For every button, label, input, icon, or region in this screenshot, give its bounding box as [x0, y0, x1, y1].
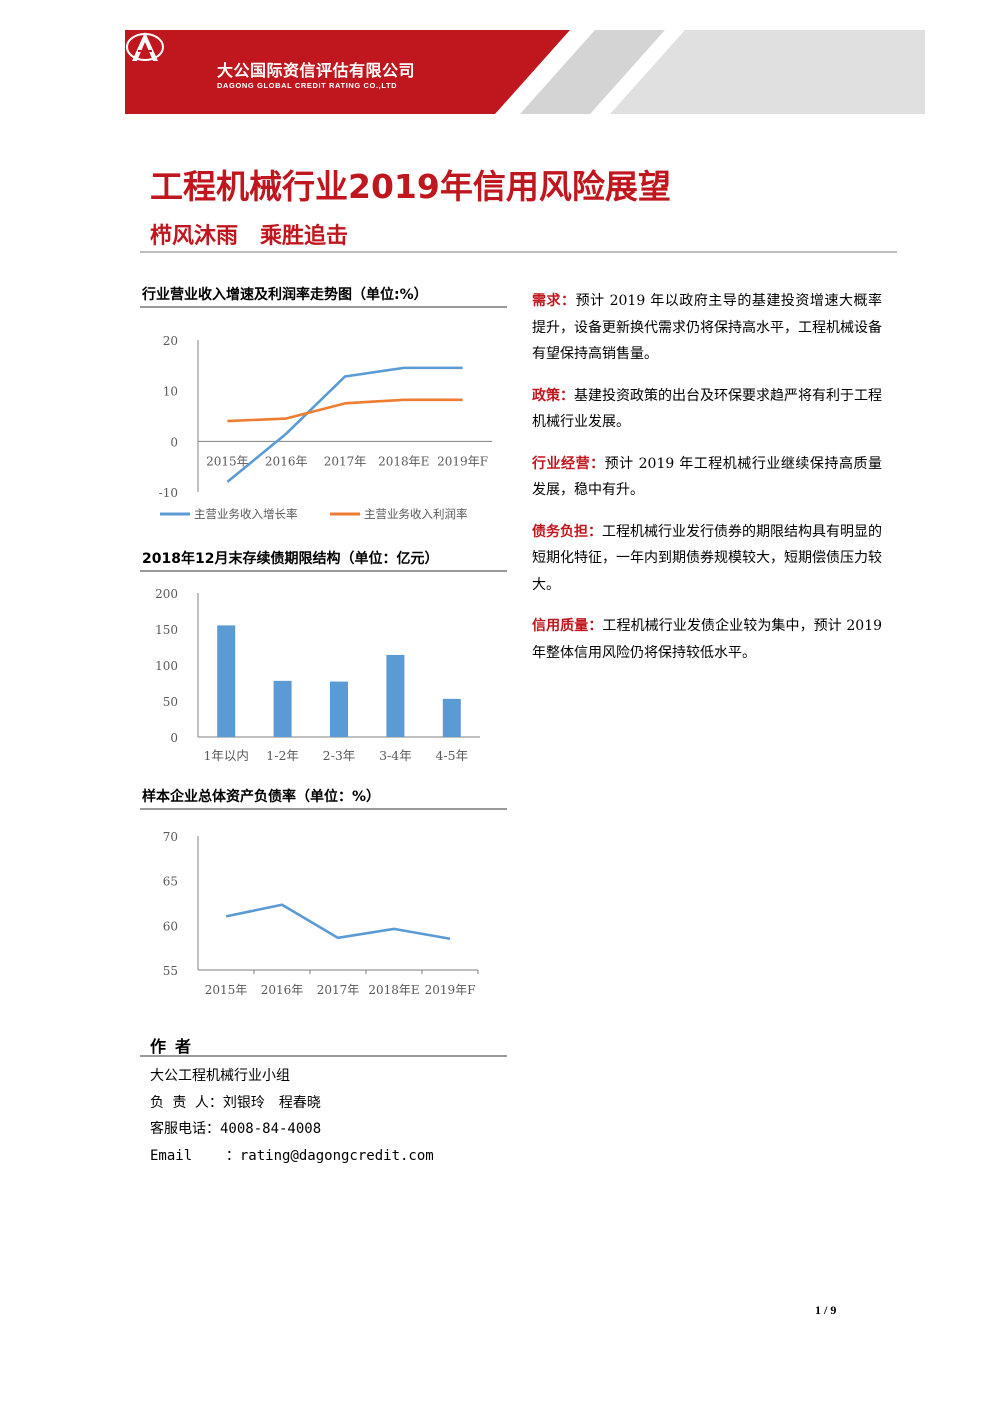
legend-label: 主营业务收入增长率 — [194, 507, 298, 521]
y-tick-label: 50 — [163, 695, 178, 709]
x-tick-label: 2019年F — [425, 983, 476, 997]
x-tick-label: 1-2年 — [266, 748, 299, 763]
x-tick-label: 3-4年 — [379, 748, 412, 763]
company-name-en: DAGONG GLOBAL CREDIT RATING CO.,LTD — [217, 81, 398, 90]
summary-policy: 政策：基建投资政策的出台及环保要求趋严将有利于工程机械行业发展。 — [532, 383, 882, 436]
y-tick-label: 150 — [155, 623, 178, 637]
summary-debt-text: 工程机械行业发行债券的期限结构具有明显的短期化特征，一年内到期债券规模较大，短期… — [532, 523, 882, 593]
y-tick-label: -10 — [159, 486, 178, 500]
chart1-title-rule — [140, 306, 507, 308]
x-tick-label: 2015年 — [205, 983, 248, 997]
x-tick-label: 2017年 — [324, 454, 367, 468]
y-tick-label: 55 — [163, 964, 178, 978]
summary-credit-text: 工程机械行业发债企业较为集中，预计 2019 年整体信用风险仍将保持较低水平。 — [532, 618, 883, 661]
summary-policy-text: 基建投资政策的出台及环保要求趋严将有利于工程机械行业发展。 — [532, 387, 882, 431]
chart2-title-rule — [140, 570, 507, 572]
author-rule — [140, 1055, 507, 1057]
summary-credit-label: 信用质量： — [532, 618, 603, 634]
chart-debt-ratio: 70 65 60 55 2015年 2016年 2017年 2018年E 2019年F — [140, 822, 507, 1011]
y-tick-label: 10 — [163, 385, 178, 399]
author-info: 大公工程机械行业小组负 责 人：刘银玲 程春晓 客服电话：4008-84-4008… — [150, 1063, 434, 1169]
author-responsible: 负 责 人：刘银玲 程春晓 — [150, 1094, 321, 1111]
y-tick-label: 0 — [170, 435, 178, 449]
x-tick-label: 4-5年 — [435, 748, 468, 763]
bar — [442, 698, 461, 737]
summary-demand-label: 需求： — [532, 293, 576, 309]
series-line-2 — [227, 398, 463, 423]
x-tick-label: 1年以内 — [203, 748, 248, 763]
summary-debt-label: 债务负担： — [532, 523, 602, 540]
y-tick-label: 100 — [155, 659, 178, 673]
x-tick-label: 2017年 — [317, 983, 360, 997]
author-team: 大公工程机械行业小组 — [150, 1068, 290, 1084]
chart2-title: 2018年12月末存续债期限结构（单位：亿元） — [142, 551, 439, 567]
y-tick-label: 70 — [163, 830, 178, 844]
y-tick-label: 65 — [163, 875, 178, 889]
header-banner: 大公国际资信评估有限公司 DAGONG GLOBAL CREDIT RATING… — [125, 30, 925, 114]
summary-policy-label: 政策： — [532, 387, 574, 404]
summary-operations-text: 预计 2019 年工程机械行业继续保持高质量发展，稳中有升。 — [532, 455, 882, 499]
summary-operations-label: 行业经营： — [532, 455, 605, 472]
y-tick-label: 20 — [163, 334, 178, 348]
chart1-title: 行业营业收入增速及利润率走势图（单位:%） — [142, 287, 428, 303]
x-tick-label: 2-3年 — [323, 748, 356, 763]
chart3-title-rule — [140, 808, 507, 810]
bar — [330, 681, 348, 737]
series-line-1 — [225, 903, 451, 941]
x-tick-label: 2019年F — [437, 454, 488, 468]
company-name-cn: 大公国际资信评估有限公司 — [217, 61, 416, 80]
bar — [386, 654, 405, 737]
chart-revenue-growth-margin: 20 10 0 -10 2015年 2016年 2017年 2018年E 2019年F 主营业务收… — [140, 320, 507, 539]
x-tick-label: 2016年 — [261, 983, 304, 997]
page-number: 1 / 9 — [815, 1303, 837, 1317]
title-divider — [140, 251, 897, 253]
report-subtitle: 栉风沐雨 乘胜追击 — [150, 224, 349, 249]
y-tick-label: 60 — [163, 919, 178, 933]
summary-credit: 信用质量：工程机械行业发债企业较为集中，预计 2019 年整体信用风险仍将保持较… — [532, 613, 882, 666]
legend-label: 主营业务收入利润率 — [364, 507, 468, 521]
summary-demand-text: 预计 2019 年以政府主导的基建投资增速大概率提升，设备更新换代需求仍将保持高… — [532, 293, 883, 362]
x-tick-label: 2015年 — [206, 454, 249, 468]
x-tick-label: 2018年E — [368, 983, 419, 997]
summary-demand: 需求：预计 2019 年以政府主导的基建投资增速大概率提升，设备更新换代需求仍将… — [532, 288, 882, 368]
dagong-logo-icon — [126, 32, 164, 61]
summary-operations: 行业经营：预计 2019 年工程机械行业继续保持高质量发展，稳中有升。 — [532, 451, 882, 504]
chart3-title: 样本企业总体资产负债率（单位：%） — [142, 789, 381, 805]
summary-column: 需求：预计 2019 年以政府主导的基建投资增速大概率提升，设备更新换代需求仍将… — [532, 288, 882, 681]
y-tick-label: 0 — [170, 731, 178, 745]
author-email[interactable]: Email ：rating@dagongcredit.com — [150, 1147, 434, 1164]
summary-debt: 债务负担：工程机械行业发行债券的期限结构具有明显的短期化特征，一年内到期债券规模… — [532, 519, 882, 599]
y-tick-label: 200 — [155, 587, 178, 601]
series-line-1 — [226, 366, 463, 483]
chart-bond-maturity: 200 150 100 50 0 1年以内 1-2年 2-3年 3-4年 4-5年 — [140, 580, 507, 779]
report-title: 工程机械行业2019年信用风险展望 — [150, 167, 671, 206]
bar — [217, 625, 236, 737]
author-phone: 客服电话：4008-84-4008 — [150, 1121, 322, 1137]
x-tick-label: 2016年 — [265, 454, 308, 468]
banner-background — [125, 30, 925, 114]
x-tick-label: 2018年E — [378, 454, 429, 468]
bar — [273, 680, 292, 737]
author-heading: 作者 — [150, 1037, 201, 1056]
